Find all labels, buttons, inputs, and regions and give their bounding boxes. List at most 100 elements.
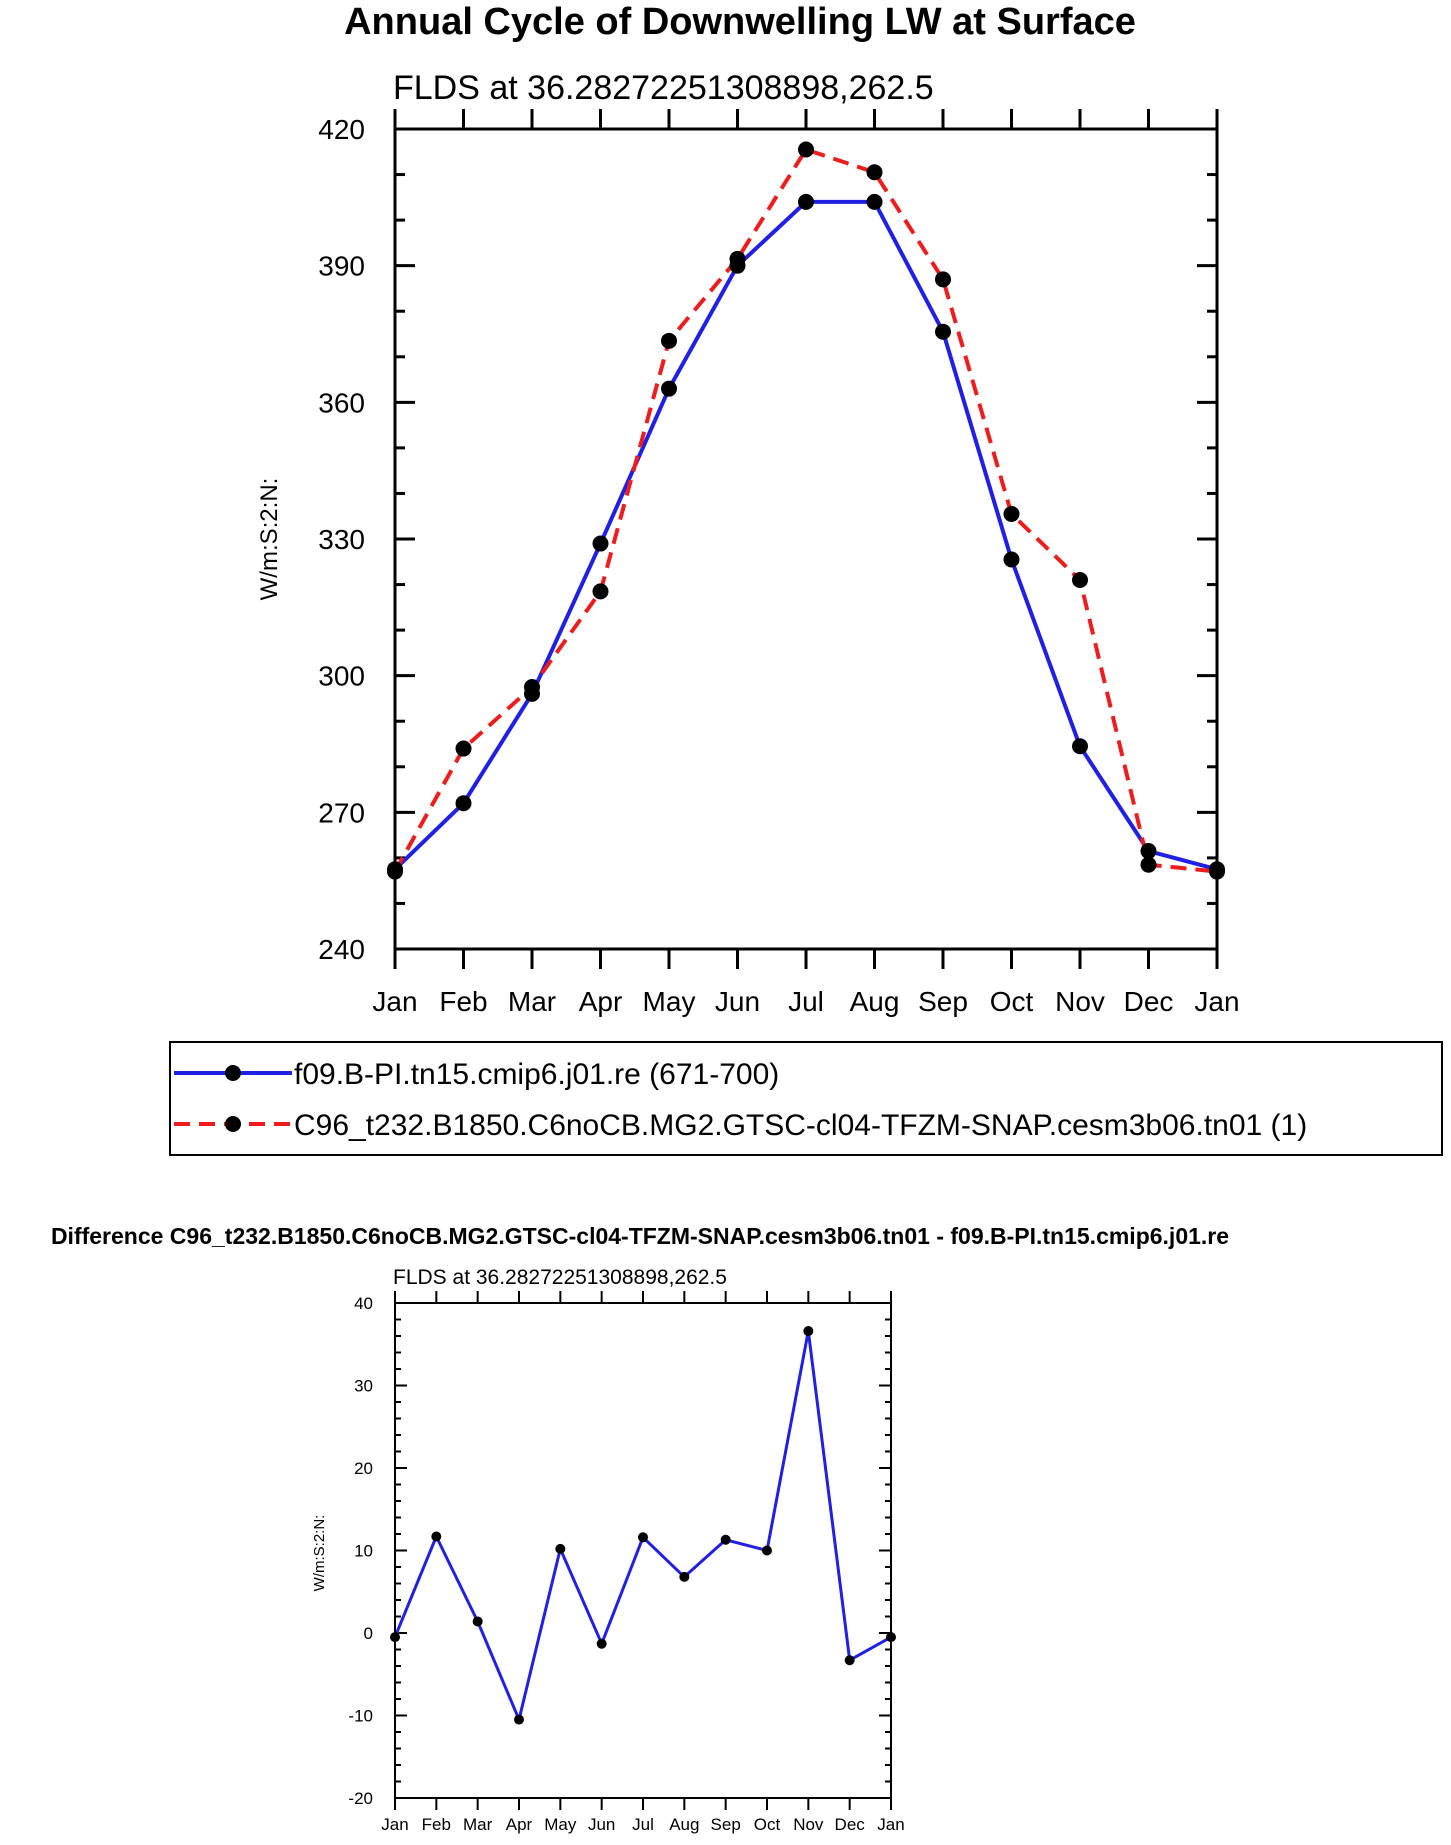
top-series-line-1	[393, 199, 1218, 872]
bot-x-tick-label: Dec	[835, 1815, 866, 1834]
top-chart-series	[393, 147, 1218, 874]
top-series-2-point	[866, 164, 883, 181]
legend-item-2: C96_t232.B1850.C6noCB.MG2.GTSC-cl04-TFZM…	[174, 1109, 1307, 1142]
top-series-1-point	[1003, 551, 1020, 568]
bot-y-tick-label: 10	[354, 1542, 373, 1561]
top-x-tick-label: May	[643, 986, 696, 1017]
bot-series-1-point	[803, 1326, 814, 1337]
top-series-1-point	[455, 795, 472, 812]
top-series-1-point	[1140, 843, 1157, 860]
top-chart-subtitle: FLDS at 36.28272251308898,262.5	[393, 69, 934, 107]
legend-label-1: f09.B-PI.tn15.cmip6.j01.re (671-700)	[294, 1058, 779, 1091]
top-x-tick-label: Oct	[990, 986, 1034, 1017]
top-series-2-point	[661, 332, 677, 349]
bot-y-tick-label: 0	[364, 1624, 373, 1643]
bottom-chart-plot-frame	[394, 1302, 892, 1799]
bottom-chart-y-ticks: -20 -10 0 10 20 30 40	[348, 1294, 891, 1808]
bot-x-tick-label: Sep	[711, 1815, 741, 1834]
top-x-tick-label: Jan	[372, 986, 417, 1017]
top-chart-y-ticks: 240 270 300 330 360 390 420	[318, 114, 1217, 965]
bottom-chart: Difference C96_t232.B1850.C6noCB.MG2.GTS…	[51, 1223, 1229, 1834]
bottom-chart-x-ticks: Jan Feb Mar Apr May Jun Jul Aug Sep Oct Nov Dec Jan	[381, 1291, 905, 1834]
bot-x-tick-label: Oct	[754, 1815, 781, 1834]
bot-series-1-point	[431, 1531, 442, 1542]
bottom-chart-subtitle: FLDS at 36.28272251308898,262.5	[393, 1266, 727, 1289]
bot-series-1-point	[514, 1714, 524, 1725]
bot-y-tick-label: 40	[354, 1294, 373, 1313]
top-x-tick-label: Jan	[1194, 986, 1239, 1017]
bot-series-1-point	[638, 1532, 648, 1543]
top-series-2-point	[798, 141, 814, 158]
top-y-tick-label: 240	[318, 934, 365, 965]
top-x-tick-label: Apr	[579, 986, 623, 1017]
bot-y-tick-label: 30	[354, 1377, 373, 1396]
top-chart-x-ticks: Jan Feb Mar Apr May Jun Jul Aug Sep Oct Nov Dec Jan	[372, 109, 1240, 1017]
top-y-tick-label: 360	[318, 387, 365, 418]
bot-series-1-point	[762, 1545, 772, 1556]
bottom-chart-series	[393, 1329, 892, 1722]
top-chart-markers	[387, 141, 1225, 880]
bottom-chart-ylabel: W/m:S:2:N:	[311, 1515, 328, 1592]
top-series-2-point	[729, 250, 746, 267]
top-series-2-point	[524, 679, 540, 696]
top-series-2-point	[592, 583, 609, 600]
top-x-tick-label: Nov	[1055, 986, 1105, 1017]
top-series-1-point	[1072, 738, 1088, 755]
legend-box	[169, 1041, 1443, 1156]
top-series-1-point	[866, 193, 883, 210]
bot-x-tick-label: Mar	[463, 1815, 493, 1834]
bot-series-1-point	[555, 1543, 566, 1554]
legend-swatch-marker-2	[225, 1116, 241, 1132]
bot-series-1-point	[472, 1616, 483, 1627]
top-chart-ylabel: W/m:S:2:N:	[256, 478, 283, 601]
top-series-2-point	[1072, 572, 1088, 588]
top-x-tick-label: Dec	[1124, 986, 1174, 1017]
bot-y-tick-label: 20	[354, 1459, 373, 1478]
top-x-tick-label: Jul	[788, 986, 824, 1017]
top-series-2-point	[1140, 856, 1157, 873]
bot-series-line-1	[393, 1329, 892, 1722]
top-series-2-point	[1003, 505, 1020, 522]
top-y-tick-label: 270	[318, 797, 365, 828]
bot-x-tick-label: Jul	[632, 1815, 654, 1834]
top-chart-plot-frame	[393, 127, 1219, 951]
bot-x-tick-label: Jun	[588, 1815, 615, 1834]
top-y-tick-label: 420	[318, 114, 365, 145]
top-y-tick-label: 330	[318, 524, 365, 555]
bot-y-tick-label: -20	[348, 1789, 373, 1808]
bot-series-1-point	[679, 1571, 690, 1582]
top-x-tick-label: Feb	[439, 986, 487, 1017]
top-y-tick-label: 390	[318, 251, 365, 282]
top-chart-title: Annual Cycle of Downwelling LW at Surfac…	[344, 1, 1136, 43]
bot-y-tick-label: -10	[348, 1707, 373, 1726]
legend-label-2: C96_t232.B1850.C6noCB.MG2.GTSC-cl04-TFZM…	[294, 1109, 1307, 1142]
top-series-1-point	[798, 193, 814, 210]
bot-x-tick-label: Apr	[506, 1815, 533, 1834]
bot-series-1-point	[596, 1638, 607, 1649]
top-series-1-point	[661, 380, 677, 397]
top-x-tick-label: Sep	[918, 986, 968, 1017]
top-series-2-point	[935, 271, 951, 288]
bot-x-tick-label: May	[544, 1815, 577, 1834]
top-x-tick-label: Mar	[508, 986, 556, 1017]
legend-swatch-marker-1	[225, 1065, 241, 1081]
bottom-chart-title: Difference C96_t232.B1850.C6noCB.MG2.GTS…	[51, 1223, 1229, 1249]
top-y-tick-label: 300	[318, 661, 365, 692]
bot-x-tick-label: Feb	[422, 1815, 451, 1834]
bot-series-1-point	[720, 1534, 731, 1545]
top-series-1-point	[935, 323, 951, 340]
bot-series-1-point	[844, 1655, 855, 1666]
top-chart: Annual Cycle of Downwelling LW at Surfac…	[256, 1, 1240, 1017]
bottom-chart-markers	[390, 1326, 896, 1725]
bot-x-tick-label: Jan	[877, 1815, 904, 1834]
legend-item-1: f09.B-PI.tn15.cmip6.j01.re (671-700)	[174, 1058, 779, 1091]
top-x-tick-label: Aug	[850, 986, 900, 1017]
bot-x-tick-label: Aug	[669, 1815, 699, 1834]
legend: f09.B-PI.tn15.cmip6.j01.re (671-700) C96…	[169, 1041, 1443, 1156]
top-series-1-point	[592, 535, 609, 552]
top-series-line-2	[393, 147, 1218, 874]
bot-x-tick-label: Jan	[381, 1815, 408, 1834]
top-series-2-point	[455, 740, 472, 757]
top-x-tick-label: Jun	[715, 986, 760, 1017]
